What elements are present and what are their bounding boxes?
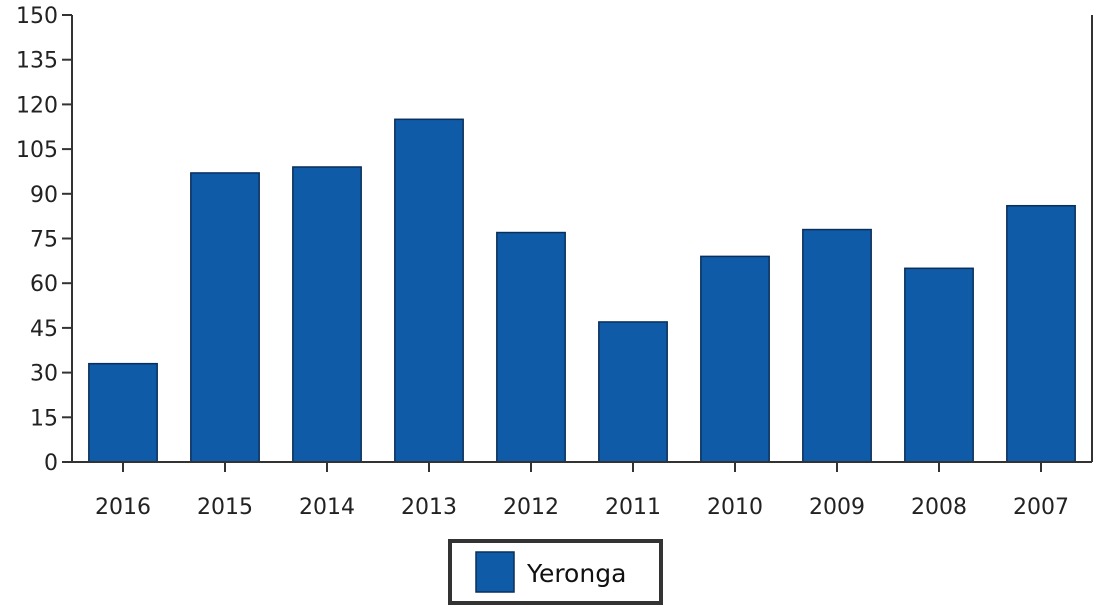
bar-2009 [802,228,872,463]
x-tick-label: 2014 [299,495,355,520]
legend-swatch [475,551,515,593]
y-tick-label: 135 [16,49,58,74]
y-tick-label: 90 [30,183,58,208]
bar-2014 [292,166,362,463]
x-tick-label: 2010 [707,495,763,520]
bar-2015 [190,172,260,463]
bar-2016 [88,362,158,463]
bars [88,118,1076,463]
bar-2007 [1006,204,1076,463]
x-tick-label: 2013 [401,495,457,520]
legend: Yeronga [448,539,663,605]
x-tick-label: 2012 [503,495,559,520]
y-tick-label: 0 [44,451,58,476]
y-tick-label: 15 [30,406,58,431]
y-tick-label: 75 [30,228,58,253]
bar-2011 [598,321,668,463]
bar-2008 [904,267,974,463]
y-tick-label: 60 [30,272,58,297]
y-tick-label: 30 [30,362,58,387]
x-tick-label: 2016 [95,495,151,520]
y-tick-label: 150 [16,4,58,29]
x-tick-label: 2009 [809,495,865,520]
bar-2013 [394,118,464,463]
bar-2010 [700,255,770,463]
legend-label: Yeronga [526,559,626,588]
y-axis-ticks: 0 15 30 45 60 75 90 105 120 135 150 [16,4,72,476]
y-tick-label: 45 [30,317,58,342]
x-tick-label: 2011 [605,495,661,520]
x-tick-label: 2008 [911,495,967,520]
x-tick-label: 2007 [1013,495,1069,520]
bar-2012 [496,231,566,463]
x-axis-ticks: 2016 2015 2014 2013 2012 2011 2010 2009 2008 2007 [95,462,1069,520]
x-tick-label: 2015 [197,495,253,520]
y-tick-label: 105 [16,138,58,163]
y-tick-label: 120 [16,93,58,118]
